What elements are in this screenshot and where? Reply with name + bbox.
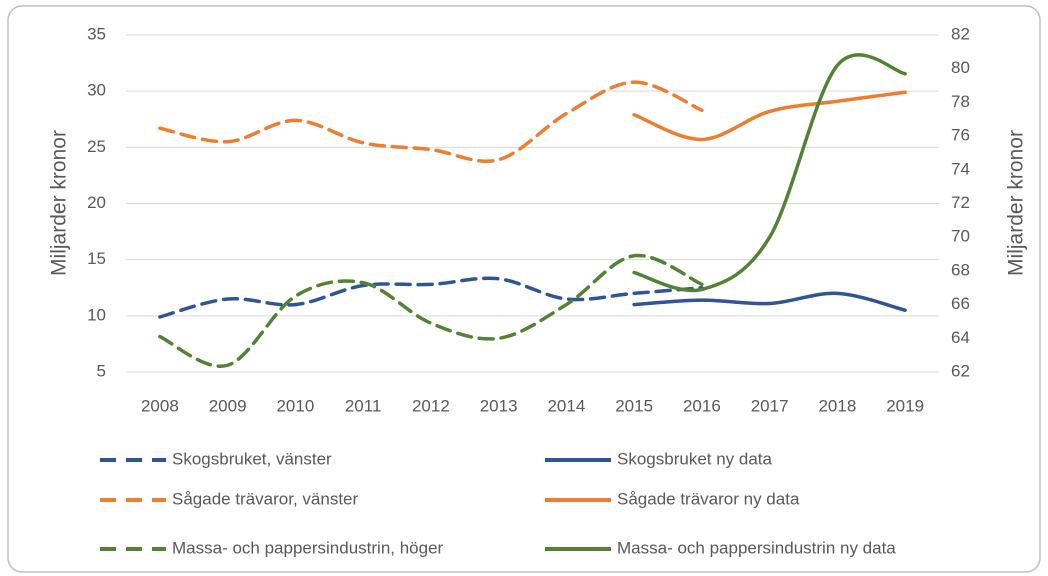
x-tick-label: 2016 xyxy=(683,396,721,415)
x-tick-label: 2017 xyxy=(751,396,789,415)
y-tick-label: 30 xyxy=(87,81,106,100)
x-tick-label: 2009 xyxy=(209,396,247,415)
y2-tick-label: 74 xyxy=(951,159,970,178)
y-tick-label: 20 xyxy=(87,193,106,212)
y2-tick-label: 78 xyxy=(951,92,970,111)
y2-tick-label: 72 xyxy=(951,193,970,212)
y2-tick-label: 66 xyxy=(951,294,970,313)
y-tick-label: 15 xyxy=(87,249,106,268)
legend-label: Skogsbruket ny data xyxy=(617,449,773,468)
y2-tick-label: 62 xyxy=(951,361,970,380)
legend-label: Sågade trävaror, vänster xyxy=(172,489,359,508)
y-axis-title: Miljarder kronor xyxy=(48,130,71,276)
legend-label: Skogsbruket, vänster xyxy=(172,449,332,468)
series-line xyxy=(632,291,907,312)
y2-tick-label: 82 xyxy=(951,24,970,43)
series-line xyxy=(158,80,704,163)
y-tick-label: 10 xyxy=(87,305,106,324)
legend-label: Sågade trävaror ny data xyxy=(617,489,800,508)
x-tick-label: 2014 xyxy=(547,396,585,415)
y2-tick-label: 64 xyxy=(951,328,970,347)
series-line xyxy=(632,90,907,142)
x-tick-label: 2010 xyxy=(276,396,314,415)
y2-tick-label: 70 xyxy=(951,227,970,246)
y2-tick-label: 68 xyxy=(951,260,970,279)
y2-axis-title: Miljarder kronor xyxy=(1005,130,1028,276)
series-line xyxy=(158,253,704,368)
y2-tick-label: 76 xyxy=(951,126,970,145)
x-tick-label: 2013 xyxy=(480,396,518,415)
x-tick-label: 2015 xyxy=(615,396,653,415)
series-line xyxy=(632,53,907,293)
legend-label: Massa- och pappersindustrin ny data xyxy=(617,538,896,557)
x-tick-label: 2012 xyxy=(412,396,450,415)
x-tick-label: 2011 xyxy=(345,396,382,415)
series-line xyxy=(158,276,704,319)
y-tick-label: 35 xyxy=(87,24,106,43)
y-tick-label: 5 xyxy=(97,361,106,380)
legend-label: Massa- och pappersindustrin, höger xyxy=(172,538,444,557)
y2-tick-label: 80 xyxy=(951,58,970,77)
x-tick-label: 2008 xyxy=(141,396,179,415)
x-tick-label: 2019 xyxy=(886,396,924,415)
y-tick-label: 25 xyxy=(87,137,106,156)
x-tick-label: 2018 xyxy=(818,396,856,415)
